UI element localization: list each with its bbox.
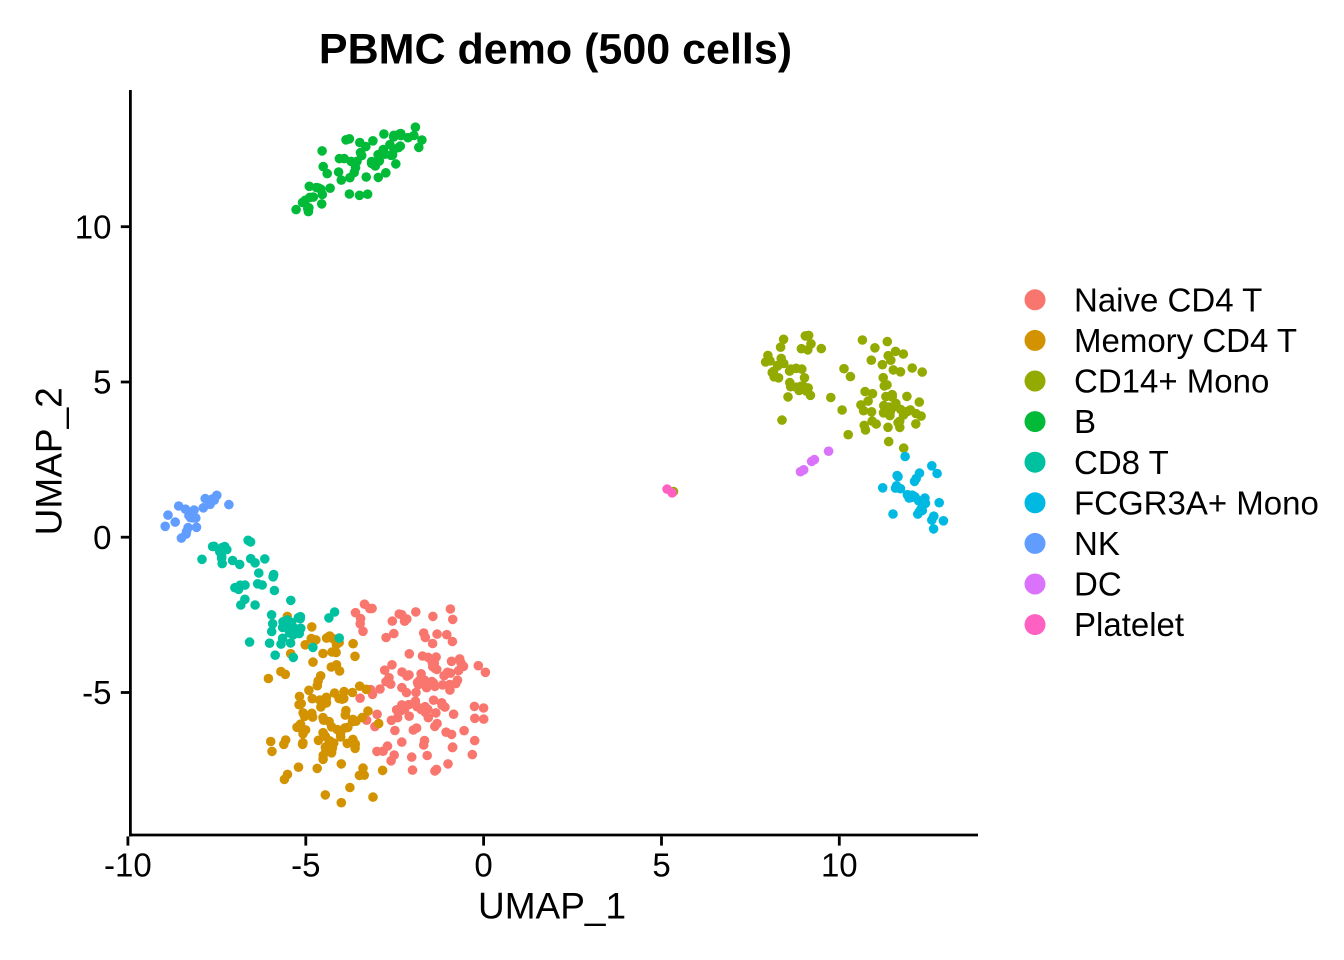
svg-text:NK: NK	[1074, 525, 1120, 562]
svg-text:UMAP_1: UMAP_1	[478, 886, 626, 927]
svg-text:0: 0	[474, 846, 492, 883]
svg-text:10: 10	[821, 846, 858, 883]
svg-text:0: 0	[93, 519, 111, 556]
svg-text:DC: DC	[1074, 566, 1122, 603]
svg-text:PBMC demo (500 cells): PBMC demo (500 cells)	[319, 25, 792, 73]
svg-text:-10: -10	[104, 846, 152, 883]
svg-text:Platelet: Platelet	[1074, 606, 1184, 643]
svg-text:Memory CD4 T: Memory CD4 T	[1074, 322, 1297, 359]
svg-text:FCGR3A+ Mono: FCGR3A+ Mono	[1074, 484, 1319, 521]
svg-text:5: 5	[93, 364, 111, 401]
svg-text:10: 10	[75, 208, 112, 245]
svg-text:Naive CD4 T: Naive CD4 T	[1074, 281, 1262, 318]
svg-text:-5: -5	[82, 674, 111, 711]
svg-text:-5: -5	[291, 846, 320, 883]
svg-text:5: 5	[652, 846, 670, 883]
svg-text:UMAP_2: UMAP_2	[29, 387, 70, 535]
svg-text:CD14+ Mono: CD14+ Mono	[1074, 363, 1269, 400]
svg-text:B: B	[1074, 403, 1096, 440]
svg-text:CD8 T: CD8 T	[1074, 444, 1169, 481]
